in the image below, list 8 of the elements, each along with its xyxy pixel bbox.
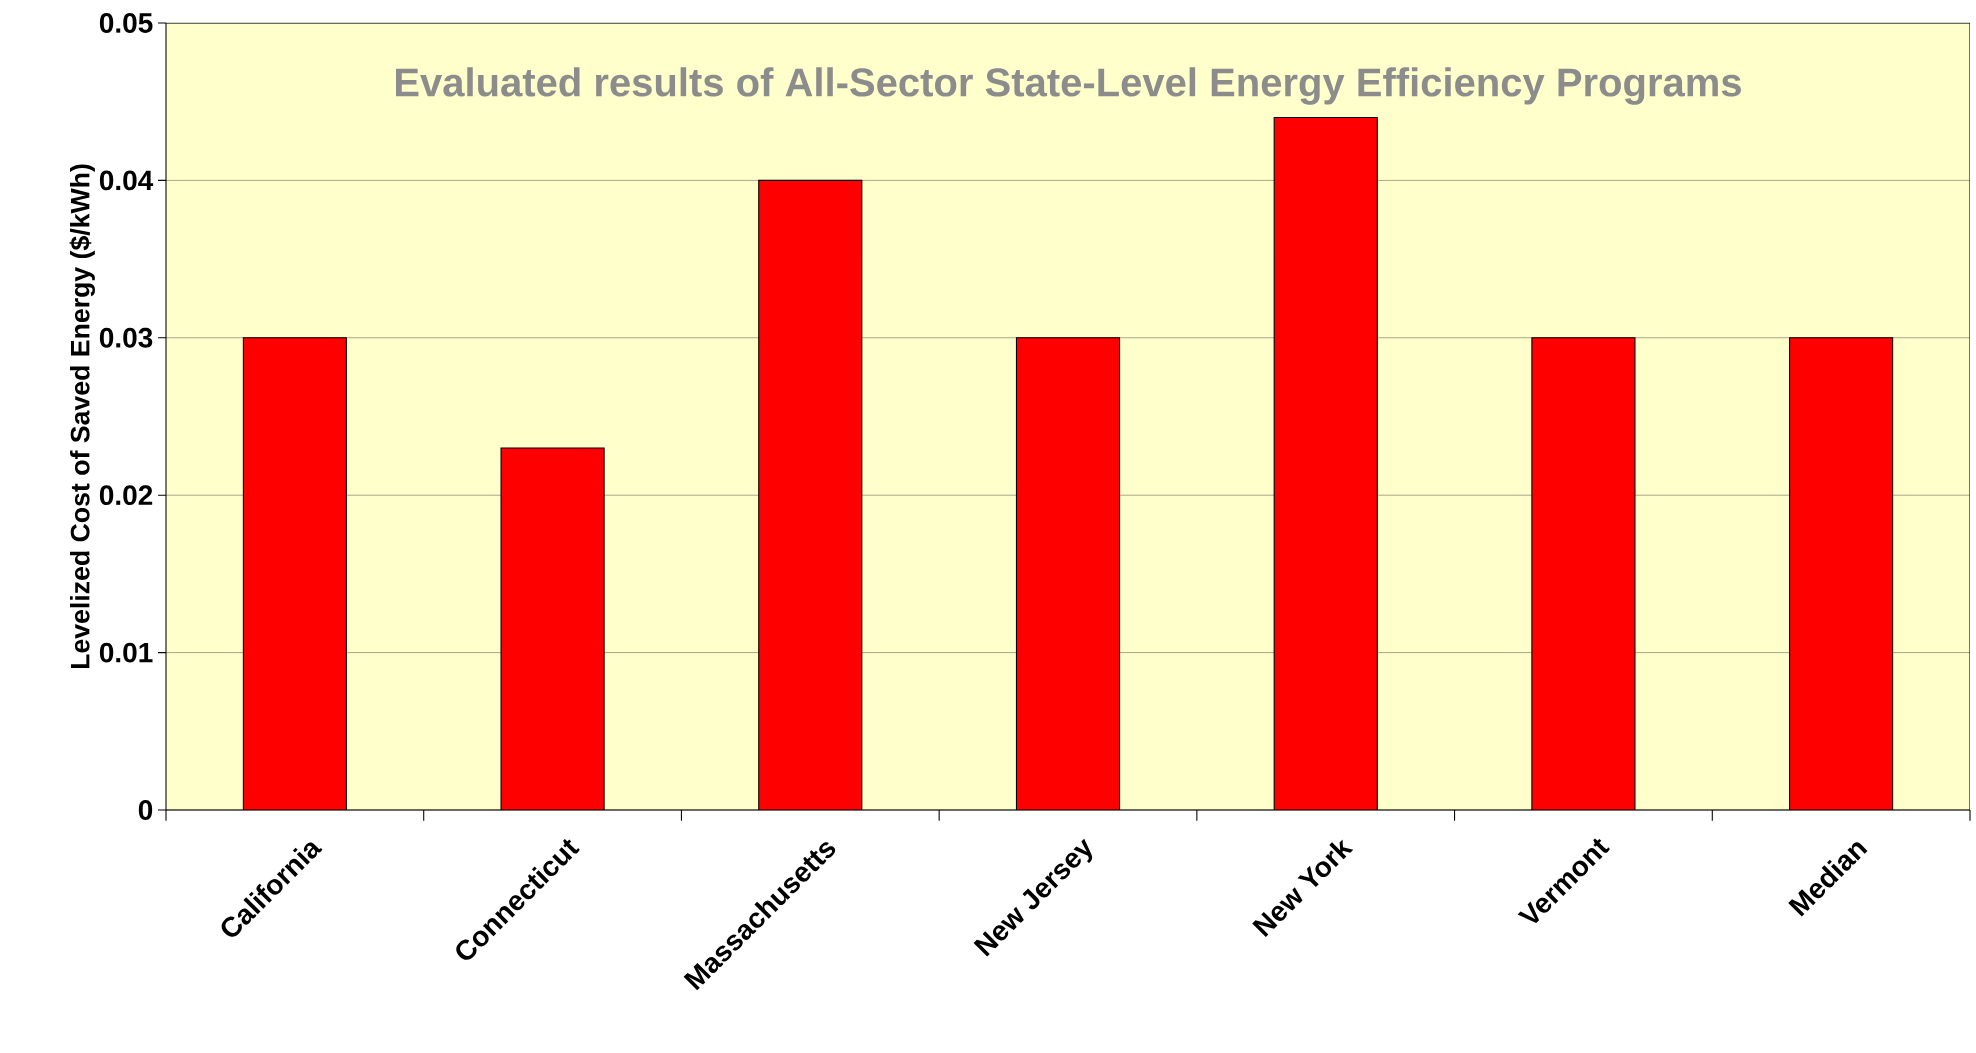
y-tick-label: 0.04 (99, 170, 154, 191)
y-tick-label: 0.02 (99, 485, 153, 506)
y-axis-title: Levelized Cost of Saved Energy ($/kWh) (69, 164, 95, 669)
text: Evaluated results of All-Sector State-Level Energy Efficiency Programs (396, 67, 1741, 105)
y-tick-label: 0 (138, 800, 153, 820)
y-tick-label: 0.05 (99, 13, 153, 33)
y-tick-label: 0.03 (99, 327, 153, 348)
y-tick-label: 0.01 (99, 642, 153, 663)
